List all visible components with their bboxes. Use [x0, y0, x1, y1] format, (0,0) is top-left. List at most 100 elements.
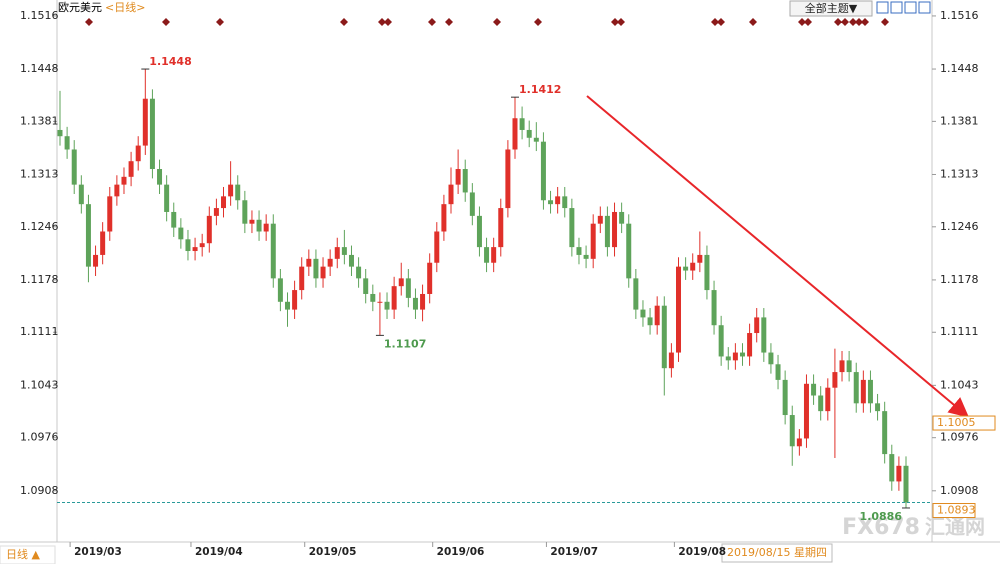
candle-body: [107, 196, 113, 232]
low-label: 1.1107: [384, 337, 426, 350]
candle-body: [803, 383, 809, 439]
candle-body: [512, 118, 518, 150]
candle-body: [811, 383, 817, 396]
candle-body: [434, 231, 440, 263]
candle-body: [370, 293, 376, 302]
y-tick-label: 1.1043: [20, 378, 59, 391]
cursor-date-box: [721, 543, 833, 563]
candle-body: [221, 196, 227, 209]
candle-body: [576, 247, 582, 255]
candle-body: [299, 266, 305, 291]
candle-body: [683, 266, 689, 271]
candle-body: [185, 239, 191, 252]
candle-body: [384, 301, 390, 310]
candle-body: [171, 211, 177, 228]
candle-body: [128, 161, 134, 177]
period-button-label[interactable]: 日线 ▲: [6, 547, 40, 561]
y-tick-label: 1.1381: [20, 114, 59, 127]
candle-body: [100, 231, 106, 255]
candle-body: [320, 266, 326, 279]
high-label: 1.1448: [149, 55, 191, 68]
candle-body: [754, 317, 760, 334]
candle-body: [796, 438, 802, 447]
y-tick-label: 1.1313: [940, 167, 979, 180]
candle-body: [818, 395, 824, 412]
candle-body: [348, 254, 354, 267]
candle-body: [206, 215, 212, 244]
candle-body: [775, 364, 781, 380]
candle-body: [789, 415, 795, 447]
candle-body: [64, 136, 70, 150]
theme-button-label[interactable]: 全部主题▼: [805, 1, 858, 15]
candle-body: [199, 243, 205, 248]
candle-body: [228, 184, 234, 197]
watermark-brand: FX678: [842, 515, 920, 540]
candle-body: [78, 184, 84, 205]
candle-body: [341, 247, 347, 255]
candle-body: [697, 254, 703, 263]
candle-body: [903, 465, 909, 503]
high-label: 1.1412: [519, 83, 561, 96]
candle-body: [633, 278, 639, 310]
candle-body: [889, 454, 895, 482]
y-tick-label: 1.0908: [940, 484, 979, 497]
y-tick-label: 1.1246: [20, 220, 59, 233]
candle-body: [491, 247, 497, 263]
period-button[interactable]: [0, 545, 56, 564]
candle-body: [405, 278, 411, 298]
candle-body: [569, 208, 575, 248]
candle-body: [334, 247, 340, 259]
candle-body: [85, 204, 91, 267]
toolbar-icons[interactable]: [876, 1, 931, 14]
candle-body: [867, 379, 873, 404]
y-tick-label: 1.1448: [940, 62, 979, 75]
candle-body: [93, 254, 99, 267]
candle-body: [590, 223, 596, 259]
candle-body: [533, 137, 539, 142]
candle-body: [455, 169, 461, 185]
candle-body: [284, 301, 290, 310]
candle-body: [875, 403, 881, 412]
period-label: <日线>: [105, 0, 145, 14]
candle-body: [825, 387, 831, 412]
candle-body: [242, 200, 248, 224]
candle-body: [256, 219, 262, 232]
trend-arrow: [586, 95, 970, 418]
y-tick-label: 1.0908: [20, 484, 59, 497]
candle-body: [661, 305, 667, 369]
theme-button[interactable]: [789, 0, 873, 17]
candle-body: [583, 254, 589, 259]
candle-body: [448, 184, 454, 205]
candle-body: [619, 211, 625, 224]
candle-body: [505, 149, 511, 209]
last-price-box: [932, 503, 976, 519]
candle-body: [327, 258, 333, 267]
y-tick-label: 1.1313: [20, 167, 59, 180]
candle-body: [704, 254, 710, 291]
candle-body: [469, 192, 475, 216]
candle-body: [462, 169, 468, 193]
candle-body: [896, 465, 902, 482]
y-tick-label: 1.1448: [20, 62, 59, 75]
y-tick-label: 1.1043: [940, 378, 979, 391]
candle-body: [604, 215, 610, 248]
watermark-site: 汇通网: [925, 515, 985, 539]
candle-body: [313, 258, 319, 279]
candle-body: [192, 247, 198, 252]
candle-body: [882, 411, 888, 455]
candle-body: [526, 129, 532, 138]
candle-body: [626, 223, 632, 279]
y-tick-label: 1.0976: [20, 431, 59, 444]
candle-body: [476, 215, 482, 248]
candle-body: [839, 360, 845, 373]
candle-body: [178, 227, 184, 240]
candle-body: [249, 219, 255, 224]
candle-body: [391, 286, 397, 310]
candle-body: [263, 223, 269, 232]
target-label: 1.1005: [937, 416, 976, 429]
candle-body: [782, 379, 788, 416]
candle-body: [597, 215, 603, 224]
candle-body: [164, 184, 170, 212]
candle-body: [761, 317, 767, 353]
